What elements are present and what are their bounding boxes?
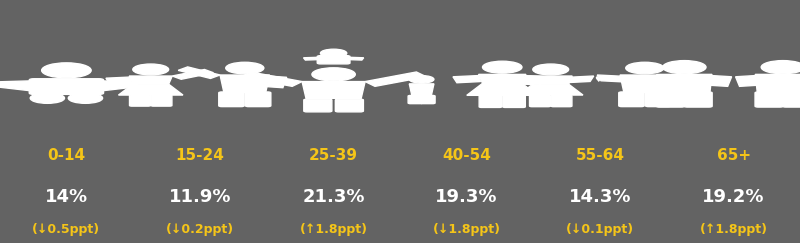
- Polygon shape: [172, 69, 214, 79]
- Text: (↓0.1ppt): (↓0.1ppt): [566, 223, 634, 236]
- Polygon shape: [637, 76, 661, 86]
- FancyBboxPatch shape: [502, 95, 526, 107]
- Text: (↓0.5ppt): (↓0.5ppt): [32, 223, 101, 236]
- Text: (↓1.8ppt): (↓1.8ppt): [432, 223, 501, 236]
- FancyBboxPatch shape: [646, 92, 671, 107]
- Circle shape: [312, 68, 355, 81]
- Polygon shape: [266, 76, 286, 88]
- FancyBboxPatch shape: [782, 92, 800, 107]
- Polygon shape: [620, 75, 670, 92]
- FancyBboxPatch shape: [408, 95, 422, 104]
- Circle shape: [321, 49, 346, 57]
- Text: 11.9%: 11.9%: [169, 188, 231, 206]
- Polygon shape: [453, 76, 481, 83]
- FancyBboxPatch shape: [684, 92, 712, 107]
- Polygon shape: [518, 84, 583, 95]
- Polygon shape: [106, 77, 133, 84]
- Polygon shape: [303, 57, 322, 60]
- FancyBboxPatch shape: [335, 99, 363, 112]
- Polygon shape: [530, 76, 572, 84]
- Text: 19.2%: 19.2%: [702, 188, 765, 206]
- Text: (↑1.8ppt): (↑1.8ppt): [299, 223, 367, 236]
- FancyBboxPatch shape: [151, 95, 172, 106]
- Polygon shape: [365, 72, 426, 86]
- Text: 40-54: 40-54: [442, 148, 491, 163]
- Polygon shape: [410, 84, 434, 95]
- Polygon shape: [130, 76, 172, 84]
- Circle shape: [533, 64, 569, 75]
- Polygon shape: [345, 57, 364, 60]
- Polygon shape: [666, 76, 686, 88]
- Circle shape: [42, 63, 91, 78]
- Polygon shape: [708, 76, 732, 86]
- Text: 0-14: 0-14: [47, 148, 86, 163]
- Polygon shape: [118, 84, 183, 95]
- FancyBboxPatch shape: [318, 56, 350, 64]
- FancyBboxPatch shape: [530, 95, 550, 107]
- Polygon shape: [755, 74, 800, 92]
- Text: 21.3%: 21.3%: [302, 188, 365, 206]
- Circle shape: [761, 61, 800, 74]
- FancyBboxPatch shape: [479, 95, 502, 107]
- Circle shape: [626, 62, 664, 74]
- Circle shape: [662, 61, 706, 74]
- Text: (↓0.2ppt): (↓0.2ppt): [166, 223, 234, 236]
- Text: 25-39: 25-39: [309, 148, 358, 163]
- Text: 14%: 14%: [45, 188, 88, 206]
- FancyBboxPatch shape: [421, 95, 435, 104]
- Polygon shape: [522, 76, 546, 85]
- Polygon shape: [178, 67, 220, 78]
- FancyBboxPatch shape: [218, 92, 244, 107]
- Polygon shape: [735, 76, 759, 86]
- FancyBboxPatch shape: [755, 92, 783, 107]
- Circle shape: [410, 76, 434, 83]
- Text: 65+: 65+: [717, 148, 750, 163]
- Text: 19.3%: 19.3%: [435, 188, 498, 206]
- Circle shape: [226, 62, 264, 74]
- FancyBboxPatch shape: [130, 95, 150, 106]
- Polygon shape: [466, 83, 538, 95]
- Circle shape: [482, 61, 522, 73]
- Polygon shape: [569, 76, 594, 83]
- Text: 14.3%: 14.3%: [569, 188, 631, 206]
- Text: 15-24: 15-24: [175, 148, 225, 163]
- Circle shape: [30, 93, 65, 103]
- FancyBboxPatch shape: [30, 79, 103, 94]
- Text: (↑1.8ppt): (↑1.8ppt): [699, 223, 768, 236]
- Polygon shape: [657, 74, 712, 92]
- Polygon shape: [478, 74, 526, 83]
- FancyBboxPatch shape: [246, 92, 271, 107]
- FancyBboxPatch shape: [304, 99, 332, 112]
- FancyBboxPatch shape: [657, 92, 685, 107]
- Polygon shape: [241, 72, 302, 86]
- Polygon shape: [98, 81, 138, 91]
- Polygon shape: [302, 82, 365, 98]
- Polygon shape: [511, 77, 533, 85]
- Text: ♥: ♥: [594, 75, 602, 84]
- Polygon shape: [597, 75, 624, 82]
- Polygon shape: [220, 75, 270, 92]
- FancyBboxPatch shape: [551, 95, 572, 107]
- Polygon shape: [0, 81, 34, 91]
- Circle shape: [133, 64, 169, 75]
- Circle shape: [68, 93, 102, 103]
- FancyBboxPatch shape: [618, 92, 644, 107]
- Text: 55-64: 55-64: [575, 148, 625, 163]
